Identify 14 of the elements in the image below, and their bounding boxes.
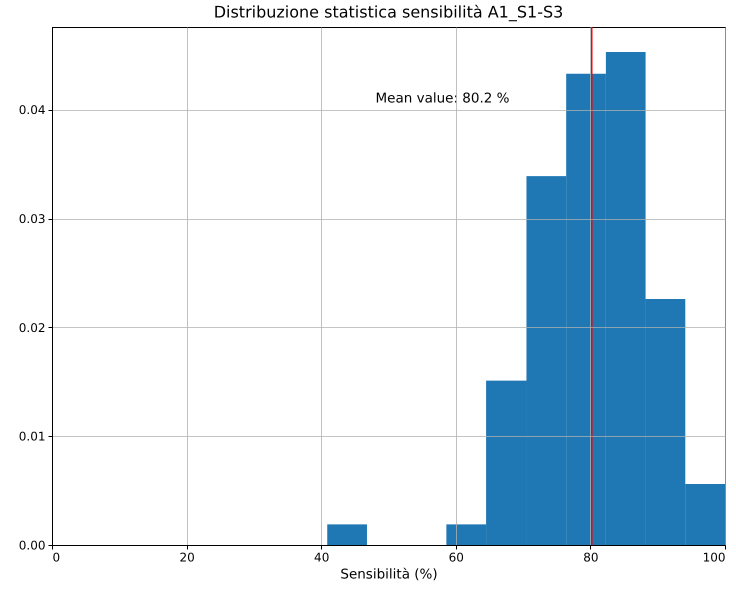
y-tick-label: 0.02 xyxy=(18,320,46,335)
x-tick-label: 20 xyxy=(179,550,195,564)
x-tick-label: 100 xyxy=(702,550,726,564)
x-axis-title: Sensibilità (%) xyxy=(340,566,438,582)
x-tick-label: 40 xyxy=(314,550,330,564)
x-tick-label: 60 xyxy=(448,550,464,564)
x-tick-label: 0 xyxy=(52,550,60,564)
chart-title: Distribuzione statistica sensibilità A1_S1-S3 xyxy=(214,2,564,22)
y-tick-label: 0.03 xyxy=(18,212,46,226)
y-tick-label: 0.00 xyxy=(18,538,46,552)
y-tick-label: 0.04 xyxy=(18,103,46,118)
x-tick-label: 80 xyxy=(583,550,599,564)
y-tick-label: 0.01 xyxy=(18,430,46,444)
annotation: Mean value: 80.2 % xyxy=(376,90,510,107)
